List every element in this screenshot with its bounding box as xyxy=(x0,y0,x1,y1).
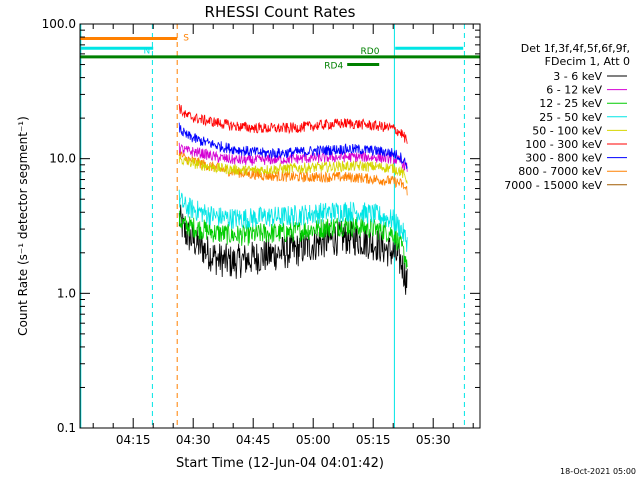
legend-header-line-2: FDecim 1, Att 0 xyxy=(545,55,630,68)
series-line-50-100keV xyxy=(178,155,408,184)
legend-entry-label-1: 6 - 12 keV xyxy=(546,84,602,97)
x-tick-label-5: 05:30 xyxy=(416,433,451,447)
legend-entry-label-7: 800 - 7000 keV xyxy=(518,165,602,178)
legend-entry-label-6: 300 - 800 keV xyxy=(525,152,602,165)
plot-layer: S N RD0 RD4 xyxy=(80,24,480,428)
x-tick-label-1: 04:30 xyxy=(176,433,211,447)
y-tick-label-1: 1.0 xyxy=(57,286,76,300)
series-line-25-50keV xyxy=(178,189,408,252)
x-tick-label-3: 05:00 xyxy=(296,433,331,447)
y-tick-label-3: 100.0 xyxy=(42,17,76,31)
x-tick-label-2: 04:45 xyxy=(236,433,271,447)
y-axis-label: Count Rate (s⁻¹ detector segment⁻¹) xyxy=(16,116,30,336)
legend-entry-label-5: 100 - 300 keV xyxy=(525,138,602,151)
status-bar-label-1: N xyxy=(143,46,150,56)
legend-header-line-1: Det 1f,3f,4f,5f,6f,9f, xyxy=(521,42,630,55)
x-tick-label-4: 05:15 xyxy=(356,433,391,447)
series-line-3-6keV xyxy=(178,204,408,295)
legend-entry-label-8: 7000 - 15000 keV xyxy=(504,179,602,192)
chart-title: RHESSI Count Rates xyxy=(205,3,356,21)
series-line-100-300keV xyxy=(178,103,408,144)
y-tick-label-2: 10.0 xyxy=(49,152,76,166)
legend-entry-label-3: 25 - 50 keV xyxy=(539,111,602,124)
series-line-12-25keV xyxy=(178,210,408,269)
x-tick-label-0: 04:15 xyxy=(116,433,151,447)
legend-entry-label-4: 50 - 100 keV xyxy=(532,124,602,137)
axes-layer: 0.1 1.0 10.0 100.0 04:15 04:30 04:45 05:00 05:15… xyxy=(42,17,480,447)
x-axis-label: Start Time (12-Jun-04 04:01:42) xyxy=(176,456,384,471)
status-bar-label-0: S xyxy=(183,34,189,44)
legend-entry-label-2: 12 - 25 keV xyxy=(539,97,602,110)
series-line-300-800keV xyxy=(178,122,408,170)
series-line-800-7000keV xyxy=(178,150,408,196)
plot-frame xyxy=(79,23,481,429)
y-tick-label-0: 0.1 xyxy=(57,421,76,435)
legend-entry-label-0: 3 - 6 keV xyxy=(553,70,602,83)
status-bar-label-3: RD0 xyxy=(361,47,380,57)
footer-timestamp: 18-Oct-2021 05:00 xyxy=(560,467,636,476)
series-line-6-12keV xyxy=(178,142,408,172)
status-bar-label-4: RD4 xyxy=(324,62,343,72)
